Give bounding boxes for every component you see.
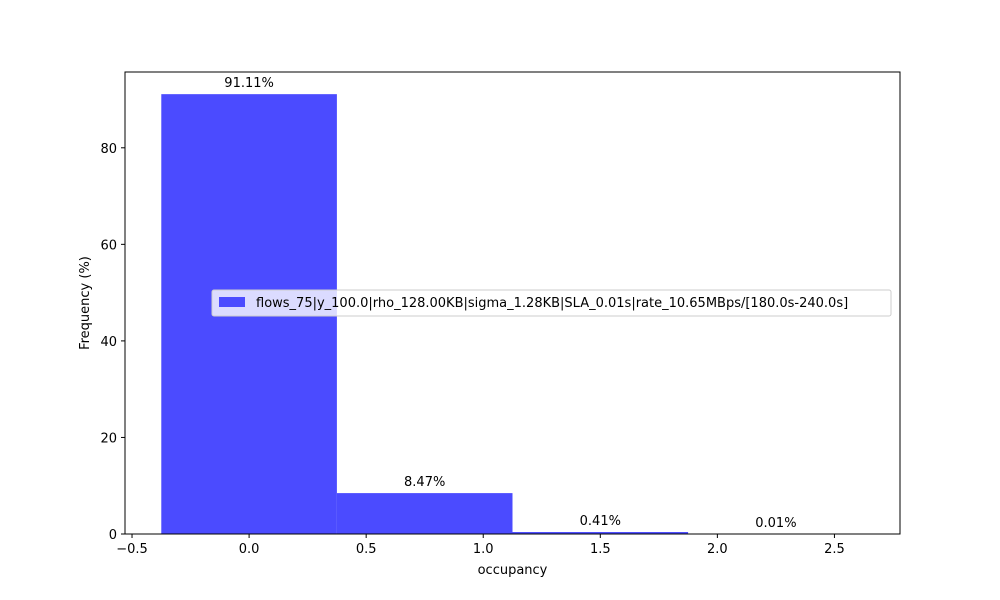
legend-swatch bbox=[219, 297, 245, 307]
y-tick-label-2: 40 bbox=[100, 335, 117, 350]
plot-frame bbox=[124, 71, 901, 535]
x-axis-label: occupancy bbox=[478, 563, 548, 578]
legend-box bbox=[211, 289, 892, 317]
bar-1 bbox=[336, 493, 513, 534]
x-tick-label-2: 0.5 bbox=[356, 542, 377, 557]
bar-data-label-1: 8.47% bbox=[404, 475, 445, 490]
bar-data-label-0: 91.11% bbox=[224, 76, 274, 91]
bar-data-label-2: 0.41% bbox=[580, 514, 621, 529]
y-axis-label: Frequency (%) bbox=[78, 256, 93, 350]
y-tick-label-0: 0 bbox=[109, 528, 117, 543]
bar-data-label-3: 0.01% bbox=[755, 516, 796, 531]
x-tick-label-0: −0.5 bbox=[116, 542, 148, 557]
x-tick-label-1: 0.0 bbox=[239, 542, 260, 557]
bar-2 bbox=[512, 532, 689, 534]
x-tick-label-5: 2.0 bbox=[707, 542, 728, 557]
legend-entry-label: flows_75|y_100.0|rho_128.00KB|sigma_1.28… bbox=[256, 296, 848, 311]
x-tick-label-4: 1.5 bbox=[590, 542, 611, 557]
x-tick-label-3: 1.0 bbox=[473, 542, 494, 557]
x-tick-label-6: 2.5 bbox=[824, 542, 845, 557]
y-tick-label-1: 20 bbox=[100, 431, 117, 446]
y-axis-ticks: 0 20 40 60 80 bbox=[100, 142, 125, 543]
bar-labels-group: 91.11% 8.47% 0.41% 0.01% bbox=[224, 76, 796, 531]
y-tick-label-3: 60 bbox=[100, 238, 117, 253]
x-axis-ticks: −0.5 0.0 0.5 1.0 1.5 2.0 2.5 bbox=[116, 534, 845, 557]
legend: flows_75|y_100.0|rho_128.00KB|sigma_1.28… bbox=[211, 289, 892, 317]
y-tick-label-4: 80 bbox=[100, 142, 117, 157]
